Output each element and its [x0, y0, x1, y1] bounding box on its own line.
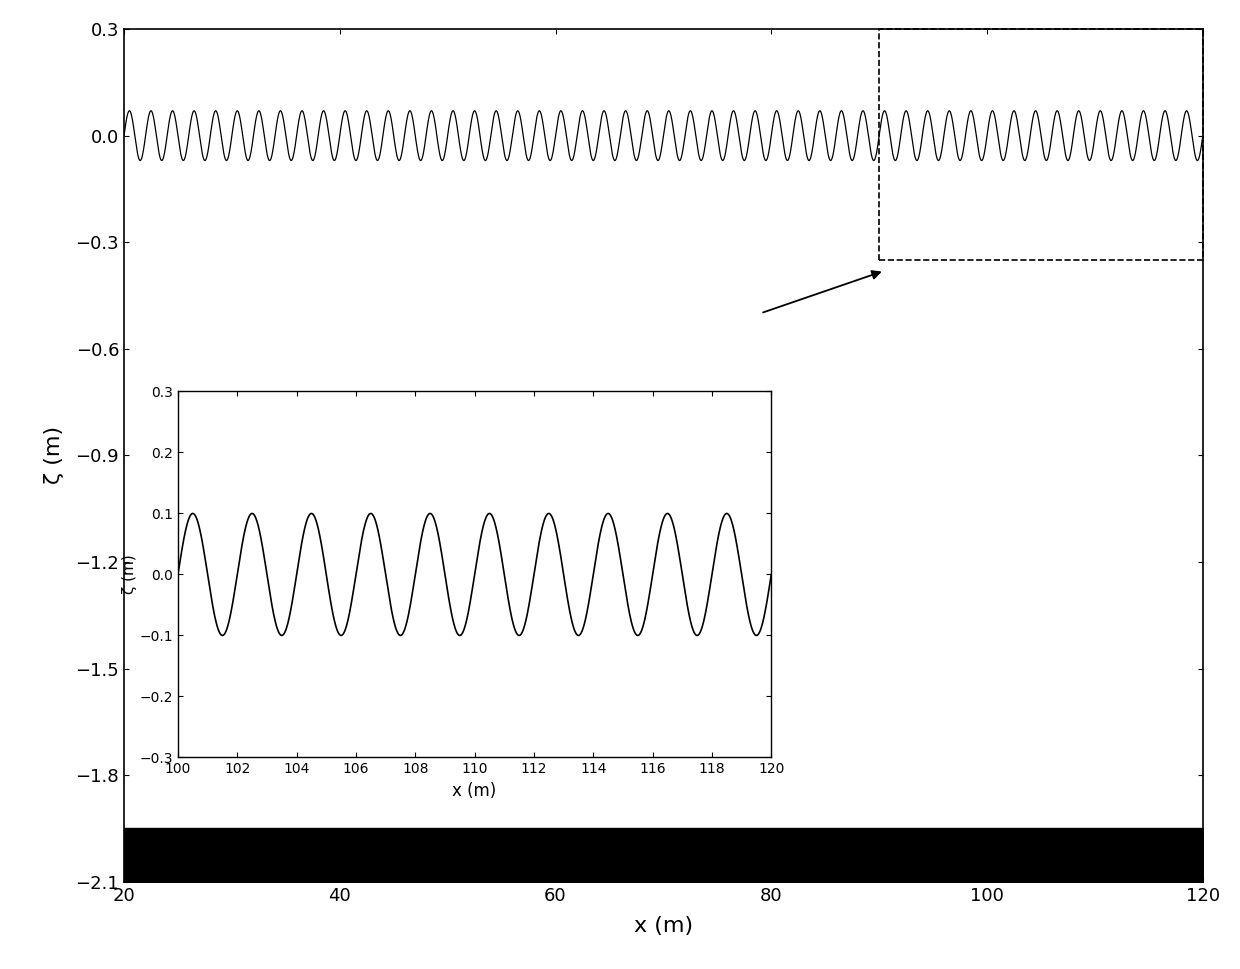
- Y-axis label: ζ (m): ζ (m): [45, 426, 64, 484]
- X-axis label: x (m): x (m): [453, 782, 497, 799]
- Bar: [879, 29, 1203, 260]
- Y-axis label: ζ (m): ζ (m): [122, 554, 136, 594]
- X-axis label: x (m): x (m): [634, 916, 693, 936]
